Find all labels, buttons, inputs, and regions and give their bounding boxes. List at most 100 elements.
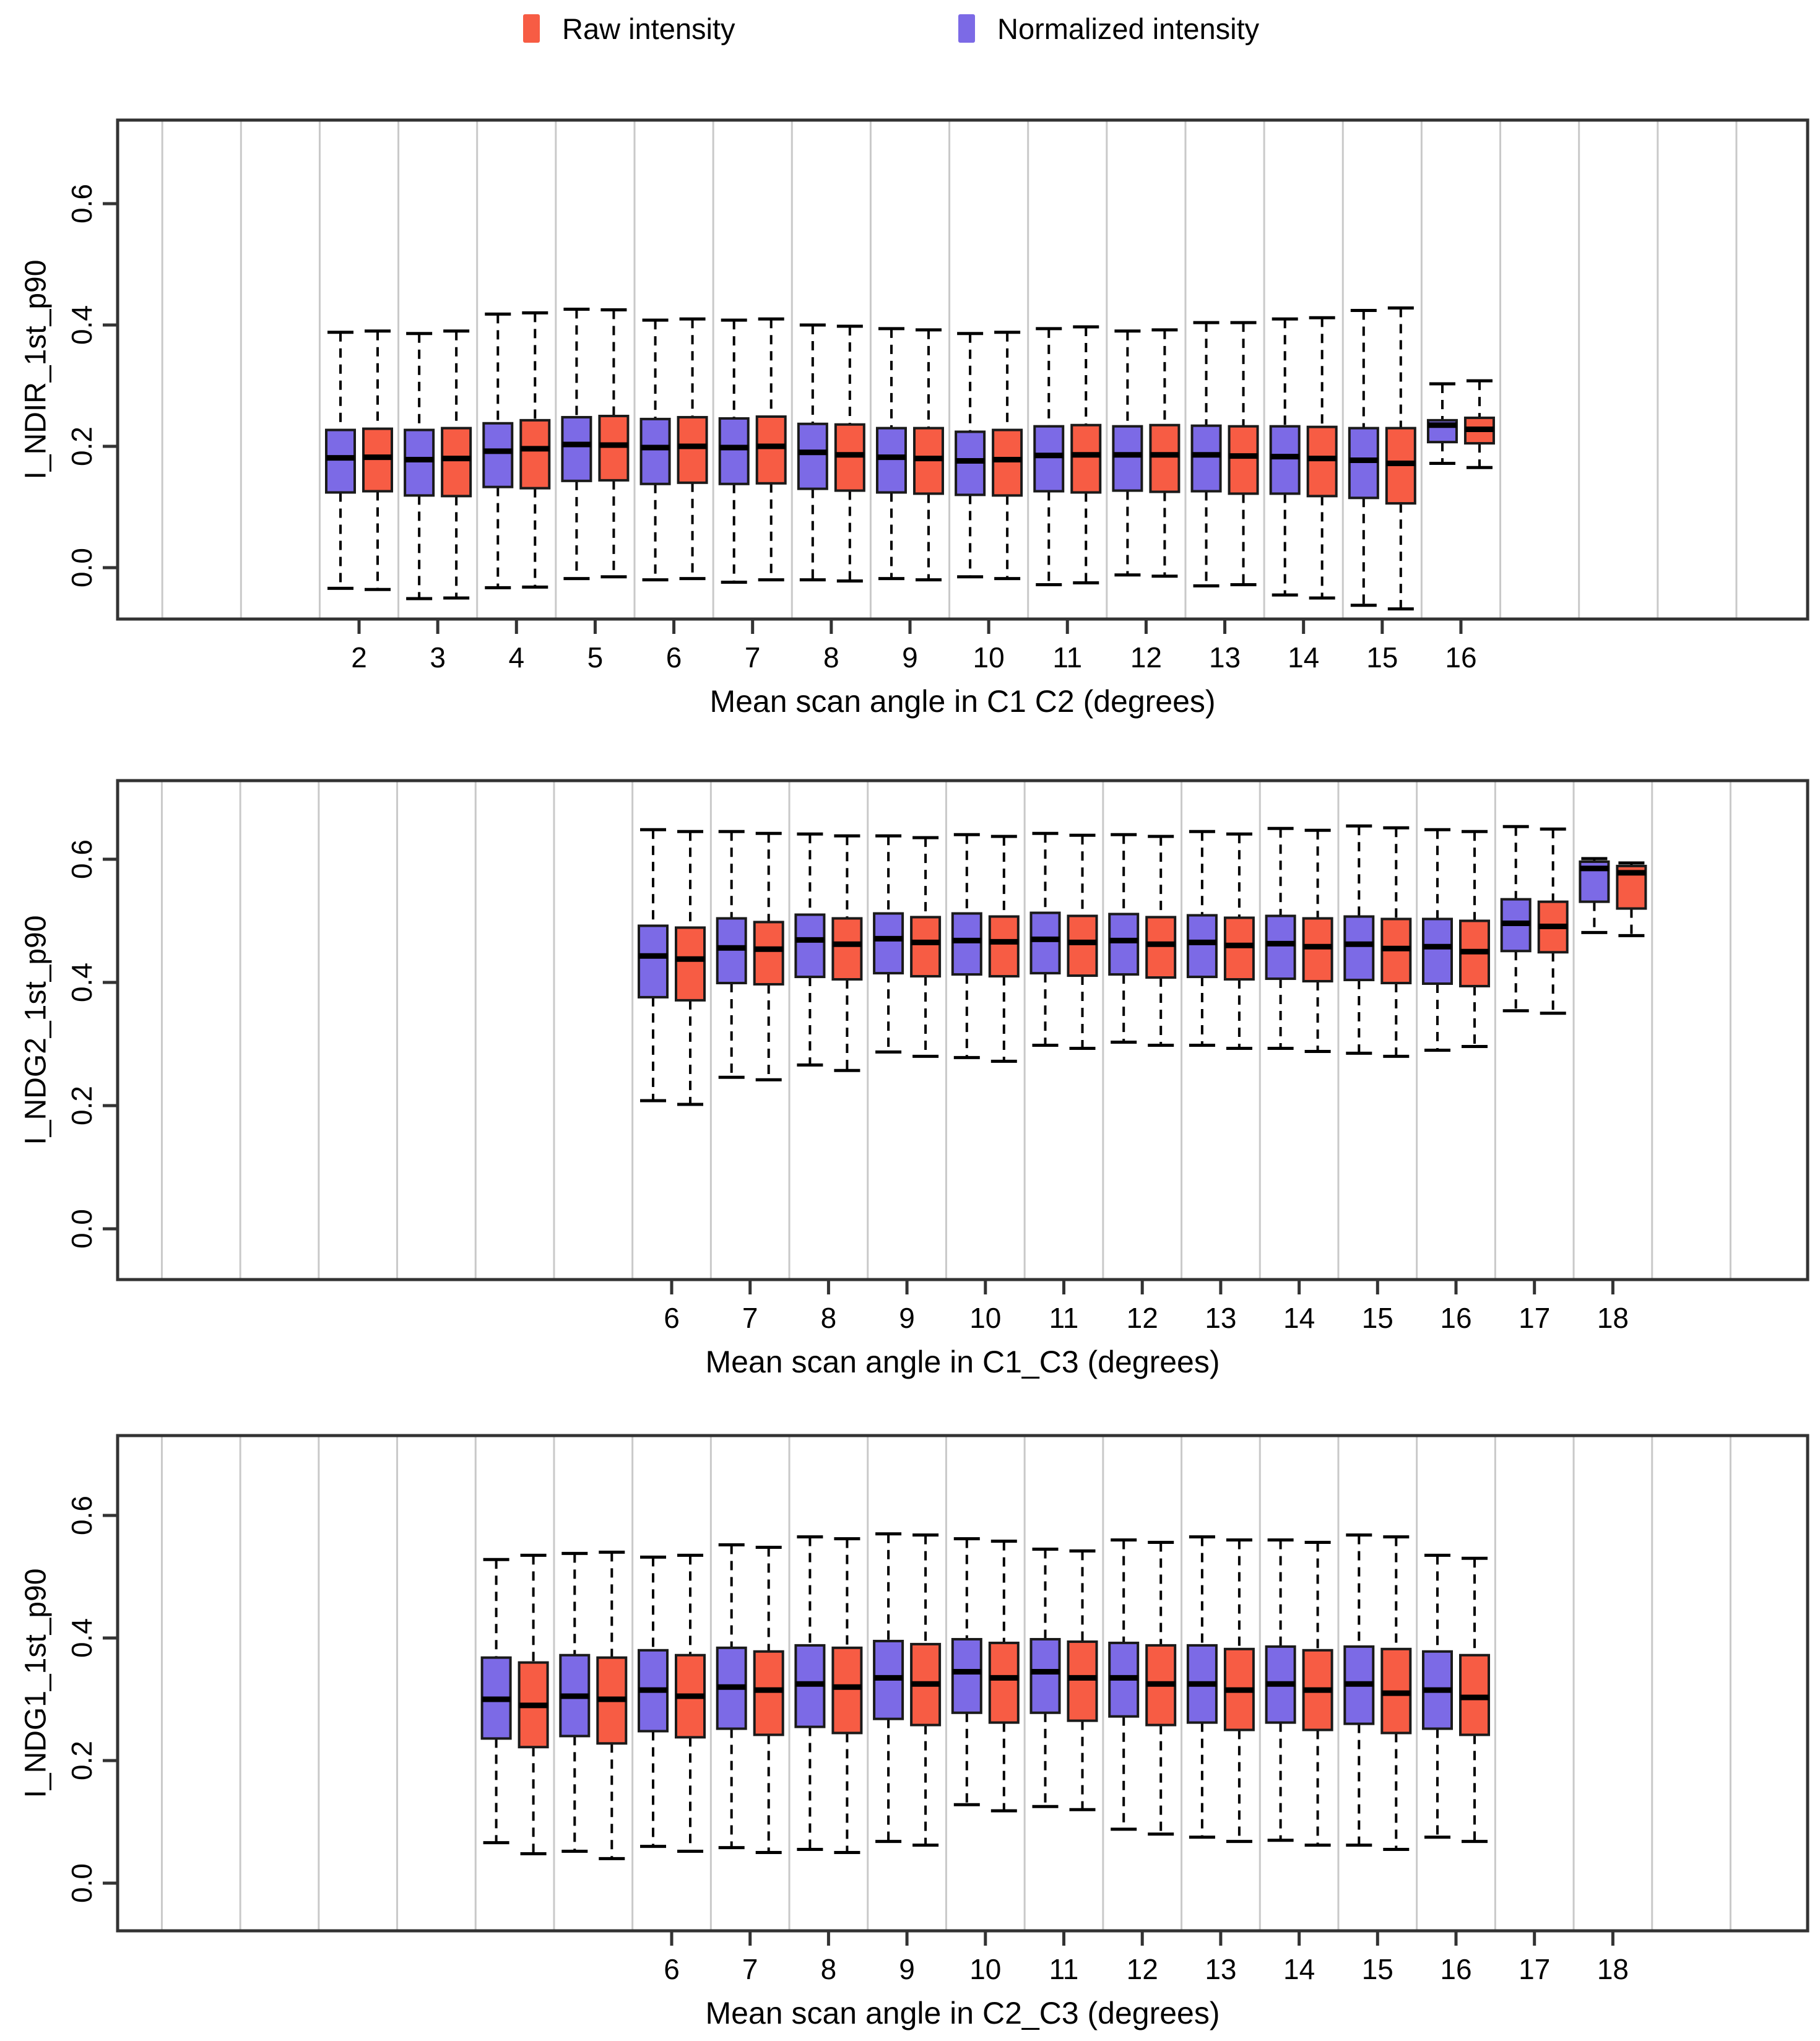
box-raw-x15 xyxy=(1385,306,1416,611)
iqr-box xyxy=(1343,915,1375,982)
x-tick-label: 13 xyxy=(1205,1302,1236,1334)
box-normalized-x10 xyxy=(951,1537,982,1806)
box-normalized-x15 xyxy=(1343,1533,1375,1847)
box-normalized-x14 xyxy=(1265,826,1296,1050)
iqr-box xyxy=(831,917,863,981)
x-tick-label: 8 xyxy=(823,641,839,674)
box-raw-x11 xyxy=(1067,833,1098,1050)
series-normalized xyxy=(325,308,1458,607)
box-normalized-x13 xyxy=(1186,1535,1218,1839)
box-normalized-x7 xyxy=(718,318,750,584)
iqr-box xyxy=(1302,917,1333,983)
iqr-box xyxy=(951,912,982,976)
series-raw xyxy=(675,826,1647,1106)
x-tick-label: 9 xyxy=(899,1302,915,1334)
box-raw-x6 xyxy=(677,317,708,581)
raw-intensity-swatch xyxy=(523,14,540,43)
iqr-box xyxy=(951,1637,982,1714)
x-tick-label: 6 xyxy=(664,1953,680,1985)
iqr-box xyxy=(519,418,551,490)
box-normalized-x16 xyxy=(1422,828,1453,1052)
x-tick-label: 11 xyxy=(1052,641,1082,674)
x-axis-title: Mean scan angle in C2_C3 (degrees) xyxy=(705,1996,1220,2030)
y-tick-label: 0.6 xyxy=(66,1496,98,1535)
box-normalized-x11 xyxy=(1029,1547,1061,1808)
box-normalized-x12 xyxy=(1108,833,1140,1044)
series-normalized xyxy=(638,824,1610,1103)
box-normalized-x11 xyxy=(1033,327,1065,586)
x-tick-label: 3 xyxy=(430,641,446,674)
x-tick-label: 10 xyxy=(973,641,1005,674)
legend-label-normalized: Normalized intensity xyxy=(997,12,1260,45)
box-normalized-x9 xyxy=(875,327,907,581)
box-raw-x15 xyxy=(1380,826,1412,1058)
box-raw-x16 xyxy=(1459,830,1490,1048)
iqr-box xyxy=(1190,424,1222,493)
x-tick-label: 14 xyxy=(1283,1302,1315,1334)
series-raw xyxy=(518,1533,1490,1860)
x-tick-label: 12 xyxy=(1127,1953,1158,1985)
iqr-box xyxy=(1029,911,1061,975)
iqr-box xyxy=(482,422,514,488)
box-raw-x8 xyxy=(831,1537,863,1854)
iqr-box xyxy=(794,913,826,979)
box-normalized-x4 xyxy=(482,312,514,589)
legend-item-raw: Raw intensity xyxy=(523,10,735,47)
box-normalized-x9 xyxy=(873,1532,904,1844)
box-raw-x13 xyxy=(1228,321,1259,586)
x-tick-label: 8 xyxy=(821,1953,837,1985)
iqr-box xyxy=(1149,423,1181,493)
box-raw-x13 xyxy=(1223,1538,1255,1844)
iqr-box xyxy=(677,415,708,484)
box-raw-x7 xyxy=(753,831,784,1081)
x-tick-label: 17 xyxy=(1519,1953,1550,1985)
iqr-box xyxy=(753,921,784,986)
iqr-box xyxy=(1228,425,1259,495)
iqr-box xyxy=(1306,425,1338,498)
box-raw-x12 xyxy=(1145,1541,1177,1836)
panel-1: 0.0 0.2 0.4 0.6 2 3 4 5 6 7 8 9 10 11 12 13 14 15 16 Mean s… xyxy=(20,118,1809,719)
x-tick-label: 9 xyxy=(902,641,918,674)
y-axis-title: I_NDIR_1st_p90 xyxy=(20,260,53,480)
x-tick-label: 7 xyxy=(742,1302,758,1334)
iqr-box xyxy=(1422,917,1453,985)
iqr-box xyxy=(1108,912,1140,976)
iqr-box xyxy=(873,912,904,975)
x-tick-label: 5 xyxy=(587,641,604,674)
box-normalized-x12 xyxy=(1112,329,1143,577)
y-tick-label: 0.4 xyxy=(66,1618,98,1658)
box-normalized-x17 xyxy=(1500,825,1532,1013)
x-tick-label: 18 xyxy=(1597,1302,1629,1334)
y-tick-label: 0.0 xyxy=(66,548,98,587)
x-tick-label: 12 xyxy=(1127,1302,1158,1334)
iqr-box xyxy=(598,415,630,482)
iqr-box xyxy=(797,422,828,490)
x-tick-label: 6 xyxy=(666,641,682,674)
panel-3: 0.0 0.2 0.4 0.6 6 7 8 9 10 11 12 13 14 15 16 17 18 Mean s… xyxy=(20,1434,1809,2030)
box-normalized-x6 xyxy=(638,828,669,1103)
iqr-box xyxy=(992,428,1023,497)
iqr-box xyxy=(1067,1640,1098,1722)
x-tick-label: 10 xyxy=(969,1302,1001,1334)
iqr-box xyxy=(1145,916,1177,979)
x-tick-label: 7 xyxy=(742,1953,758,1985)
box-raw-x9 xyxy=(910,836,942,1058)
x-tick-label: 8 xyxy=(821,1302,837,1334)
box-raw-x13 xyxy=(1223,832,1255,1050)
box-raw-x11 xyxy=(1070,325,1102,584)
box-raw-x7 xyxy=(755,317,787,582)
iqr-box xyxy=(638,924,669,999)
x-tick-label: 13 xyxy=(1205,1953,1236,1985)
box-normalized-x4 xyxy=(480,1558,512,1845)
box-raw-x12 xyxy=(1149,328,1181,578)
y-tick-label: 0.4 xyxy=(66,305,98,345)
x-tick-label: 12 xyxy=(1130,641,1162,674)
box-normalized-x7 xyxy=(716,1543,747,1850)
box-raw-x4 xyxy=(518,1553,549,1855)
iqr-box xyxy=(753,1650,784,1736)
box-raw-x6 xyxy=(675,1553,706,1853)
y-axis-title: I_NDG1_1st_p90 xyxy=(20,1569,53,1798)
y-tick-label: 0.2 xyxy=(66,1741,98,1780)
box-normalized-x7 xyxy=(716,830,747,1079)
